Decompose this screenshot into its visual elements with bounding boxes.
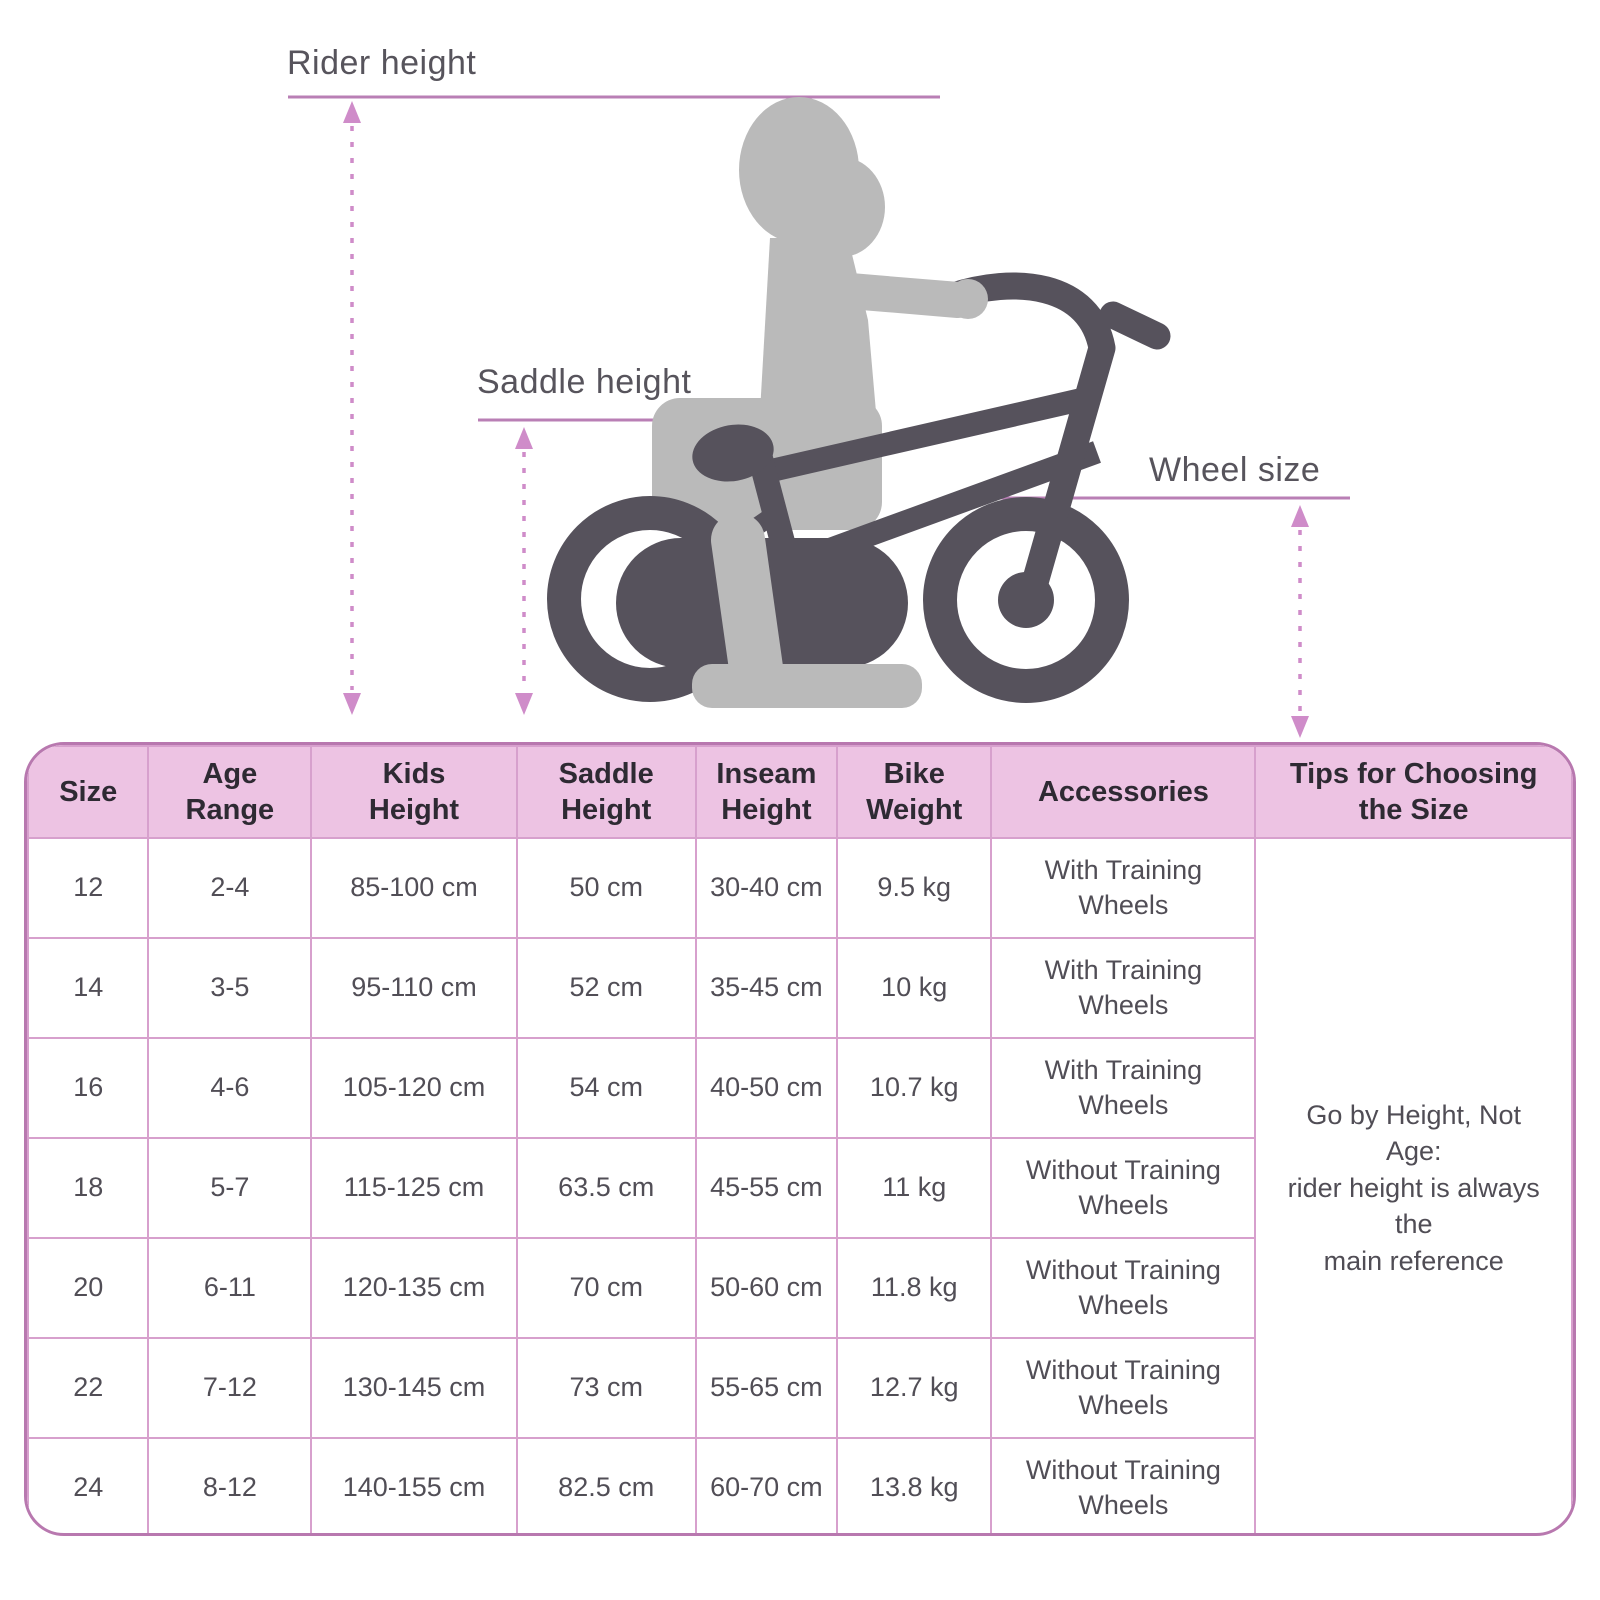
header-inseam-height: Inseam Height xyxy=(694,745,839,839)
wheel-size-label: Wheel size xyxy=(1149,451,1321,489)
header-tips: Tips for Choosing the Size xyxy=(1254,745,1573,839)
cell-saddle-height: 63.5 cm xyxy=(515,1137,697,1239)
cell-size: 16 xyxy=(27,1037,150,1139)
cell-age-range: 7-12 xyxy=(147,1337,313,1439)
arrow-up-icon xyxy=(343,101,361,123)
cell-inseam-height: 55-65 cm xyxy=(694,1337,839,1439)
arm xyxy=(820,272,976,318)
cell-kids-height: 120-135 cm xyxy=(310,1237,518,1339)
cell-kids-height: 115-125 cm xyxy=(310,1137,518,1239)
child-silhouette xyxy=(652,97,885,530)
cell-accessories: With Training Wheels xyxy=(990,837,1257,939)
cell-age-range: 6-11 xyxy=(147,1237,313,1339)
wheel-size-arrow xyxy=(1291,505,1309,738)
cell-inseam-height: 60-70 cm xyxy=(694,1437,839,1533)
rider-height-label: Rider height xyxy=(287,44,477,82)
cell-size: 18 xyxy=(27,1137,150,1239)
cell-accessories: Without Training Wheels xyxy=(990,1337,1257,1439)
down-tube xyxy=(808,441,1101,567)
cell-size: 20 xyxy=(27,1237,150,1339)
cell-size: 12 xyxy=(27,837,150,939)
leg xyxy=(711,513,783,695)
cell-age-range: 2-4 xyxy=(147,837,313,939)
table-row: 14 3-5 95-110 cm 52 cm 35-45 cm 10 kg Wi… xyxy=(27,937,1572,1039)
cell-kids-height: 85-100 cm xyxy=(310,837,518,939)
cell-saddle-height: 82.5 cm xyxy=(515,1437,697,1533)
cell-accessories: With Training Wheels xyxy=(990,1037,1257,1139)
header-age-range: Age Range xyxy=(147,745,313,839)
cell-size: 24 xyxy=(27,1437,150,1533)
child-silhouette-front xyxy=(692,272,988,708)
rider-height-arrow xyxy=(343,101,361,715)
header-size: Size xyxy=(27,745,150,839)
cell-saddle-height: 50 cm xyxy=(515,837,697,939)
cell-accessories: With Training Wheels xyxy=(990,937,1257,1039)
cell-kids-height: 105-120 cm xyxy=(310,1037,518,1139)
saddle-height-arrow xyxy=(515,427,533,715)
size-table: Size Age Range Kids Height Saddle Height… xyxy=(24,742,1576,1536)
header-accessories: Accessories xyxy=(990,745,1257,839)
cell-bike-weight: 13.8 kg xyxy=(836,1437,993,1533)
table-row: 22 7-12 130-145 cm 73 cm 55-65 cm 12.7 k… xyxy=(27,1337,1572,1439)
cell-accessories: Without Training Wheels xyxy=(990,1437,1257,1533)
cell-accessories: Without Training Wheels xyxy=(990,1237,1257,1339)
cell-kids-height: 140-155 cm xyxy=(310,1437,518,1533)
cell-age-range: 5-7 xyxy=(147,1137,313,1239)
arrow-down-icon xyxy=(515,693,533,715)
cell-saddle-height: 73 cm xyxy=(515,1337,697,1439)
handlebar-grip xyxy=(1099,301,1171,350)
table-row: 18 5-7 115-125 cm 63.5 cm 45-55 cm 11 kg… xyxy=(27,1137,1572,1239)
saddle xyxy=(692,424,774,482)
arrow-up-icon xyxy=(515,427,533,449)
cell-inseam-height: 40-50 cm xyxy=(694,1037,839,1139)
table-row: 16 4-6 105-120 cm 54 cm 40-50 cm 10.7 kg… xyxy=(27,1037,1572,1139)
front-wheel xyxy=(923,497,1129,703)
cell-bike-weight: 10.7 kg xyxy=(836,1037,993,1139)
table-row: 20 6-11 120-135 cm 70 cm 50-60 cm 11.8 k… xyxy=(27,1237,1572,1339)
cell-age-range: 8-12 xyxy=(147,1437,313,1533)
cell-accessories: Without Training Wheels xyxy=(990,1137,1257,1239)
cell-size: 14 xyxy=(27,937,150,1039)
cell-kids-height: 95-110 cm xyxy=(310,937,518,1039)
bike-child-illustration xyxy=(288,95,1350,738)
cell-inseam-height: 30-40 cm xyxy=(694,837,839,939)
header-saddle-height: Saddle Height xyxy=(515,745,697,839)
cell-bike-weight: 9.5 kg xyxy=(836,837,993,939)
cell-bike-weight: 11.8 kg xyxy=(836,1237,993,1339)
cell-age-range: 4-6 xyxy=(147,1037,313,1139)
cell-bike-weight: 10 kg xyxy=(836,937,993,1039)
arrow-down-icon xyxy=(1291,716,1309,738)
tips-note: Go by Height, Not Age: rider height is a… xyxy=(1254,837,1573,1533)
torso xyxy=(760,238,876,412)
table-header-row: Size Age Range Kids Height Saddle Height… xyxy=(27,745,1573,839)
cell-age-range: 3-5 xyxy=(147,937,313,1039)
cell-saddle-height: 52 cm xyxy=(515,937,697,1039)
arrow-down-icon xyxy=(343,693,361,715)
head xyxy=(797,157,885,257)
table-row: 24 8-12 140-155 cm 82.5 cm 60-70 cm 13.8… xyxy=(27,1437,1572,1533)
top-tube xyxy=(762,386,1091,484)
shoe xyxy=(692,664,922,708)
table-row: 12 2-4 85-100 cm 50 cm 30-40 cm 9.5 kg W… xyxy=(27,837,1573,1533)
header-bike-weight: Bike Weight xyxy=(836,745,993,839)
arrow-up-icon xyxy=(1291,505,1309,527)
cell-bike-weight: 11 kg xyxy=(836,1137,993,1239)
cell-inseam-height: 35-45 cm xyxy=(694,937,839,1039)
saddle-height-label: Saddle height xyxy=(477,363,692,401)
cell-bike-weight: 12.7 kg xyxy=(836,1337,993,1439)
header-kids-height: Kids Height xyxy=(310,745,518,839)
cell-inseam-height: 50-60 cm xyxy=(694,1237,839,1339)
cell-kids-height: 130-145 cm xyxy=(310,1337,518,1439)
cell-saddle-height: 54 cm xyxy=(515,1037,697,1139)
hand xyxy=(948,279,988,319)
cell-saddle-height: 70 cm xyxy=(515,1237,697,1339)
cell-inseam-height: 45-55 cm xyxy=(694,1137,839,1239)
cell-size: 22 xyxy=(27,1337,150,1439)
